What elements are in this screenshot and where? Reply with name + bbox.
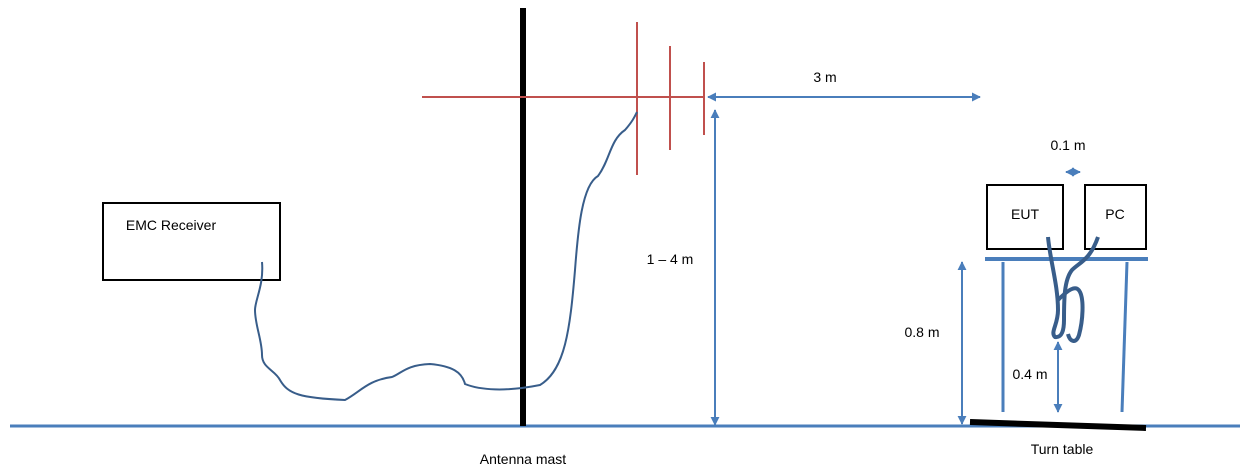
turn-table-label: Turn table — [1031, 441, 1094, 457]
eut-pc-cable-2 — [1056, 286, 1085, 343]
table-height-label: 0.8 m — [904, 324, 939, 340]
emc-receiver-label: EMC Receiver — [126, 217, 217, 233]
distance-label: 3 m — [813, 69, 836, 85]
turn-table — [969, 419, 1147, 431]
eut-pc-cable-1 — [1046, 236, 1100, 340]
antenna-mast-label: Antenna mast — [480, 451, 566, 467]
height-range-label: 1 – 4 m — [647, 251, 694, 267]
pc-box — [1084, 184, 1147, 250]
antenna — [422, 22, 705, 175]
emc-receiver-box — [102, 202, 281, 281]
receiver-antenna-cable — [253, 111, 638, 402]
eut-box — [986, 184, 1064, 250]
table-leg-right — [1120, 261, 1129, 413]
pc-label: PC — [1105, 206, 1124, 222]
spacing-label: 0.1 m — [1050, 137, 1085, 153]
eut-label: EUT — [1011, 206, 1039, 222]
cable-height-label: 0.4 m — [1012, 366, 1047, 382]
